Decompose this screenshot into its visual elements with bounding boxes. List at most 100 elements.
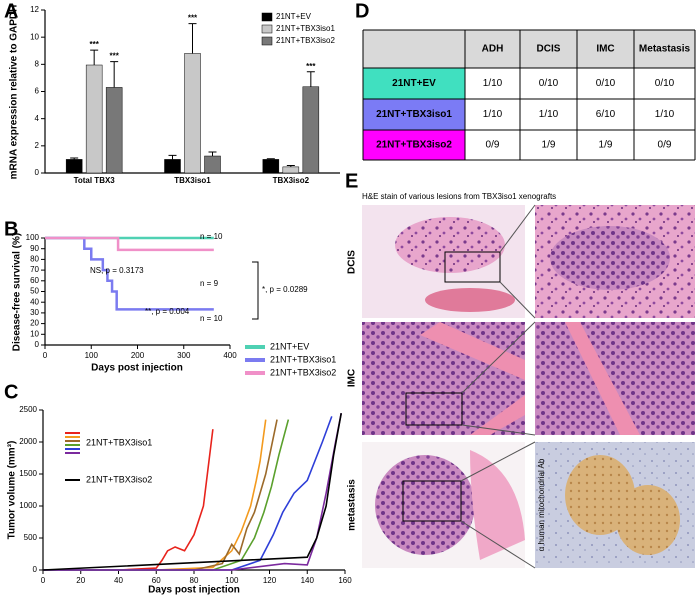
bar [302,86,320,174]
row-label: DCIS [347,250,358,274]
y-tick-label: 30 [30,308,39,317]
growth-line [42,413,343,571]
zoom-line [499,281,536,319]
y-tick-label: 6 [35,87,40,96]
bracket [252,261,259,320]
y-tick-label: 100 [26,233,40,242]
annotation: **, p = 0.004 [145,307,190,316]
table-cell: 1/10 [539,109,559,120]
bar [184,53,201,174]
row-label: metastasis [347,479,358,531]
survival-line [45,236,214,311]
table-cell: 0/9 [658,140,672,151]
legend-label: 21NT+EV [276,12,312,21]
row-label: 21NT+EV [392,78,436,89]
row-label: 21NT+TBX3iso2 [376,140,452,151]
growth-line [43,419,290,571]
y-axis-label: mRNA expression relative to GAPDH [9,5,20,180]
x-tick-label: 60 [152,576,161,585]
zoom-line [461,424,536,436]
table-cell: 0/9 [486,140,500,151]
x-tick-label: 200 [131,351,145,360]
annotation: *, p = 0.0289 [262,285,308,294]
table-cell: 0/10 [655,78,675,89]
annotation: NS, p = 0.3173 [90,266,144,275]
x-tick-label: 0 [41,576,46,585]
annotation: n = 9 [200,279,219,288]
bar [282,166,300,174]
x-tick-label: TBX3iso2 [273,176,310,185]
significance: *** [89,40,99,49]
table-cell: 6/10 [596,109,616,120]
legend-swatch [261,24,273,34]
y-tick-label: 10 [30,32,39,41]
x-tick-label: TBX3iso1 [174,176,211,185]
histology-images [362,204,695,569]
significance: *** [109,52,119,61]
error-bar [208,151,217,157]
significance: *** [306,62,316,71]
x-tick-label: 160 [338,576,352,585]
survival-line [45,236,214,252]
y-tick-label: 90 [30,244,39,253]
x-tick-label: Total TBX3 [74,176,116,185]
legend-label: 21NT+EV [270,341,309,351]
growth-line [43,419,267,571]
error-bar [306,71,315,87]
column-header: IMC [596,44,614,55]
row-label: IMC [347,369,358,387]
x-tick-label: 100 [85,351,99,360]
legend-label: 21NT+TBX3iso2 [86,474,152,484]
annotation: n = 10 [200,232,223,241]
y-tick-label: 50 [30,287,39,296]
caption: H&E stain of various lesions from TBX3is… [362,192,556,201]
legend-label: 21NT+TBX3iso1 [276,24,335,33]
bar [204,155,221,174]
y-axis-label: Disease-free survival (%) [12,233,23,351]
legend-label: 21NT+TBX3iso1 [86,437,152,447]
x-tick-label: 0 [43,351,48,360]
x-tick-label: 80 [190,576,199,585]
y-tick-label: 80 [30,255,39,264]
table-cell: 1/9 [542,140,556,151]
legend-swatch [245,345,265,349]
x-axis-label: Days post injection [148,585,240,596]
y-tick-label: 20 [30,319,39,328]
x-tick-label: 40 [114,576,123,585]
legend-label: 21NT+TBX3iso1 [270,354,336,364]
tissue [470,450,525,560]
y-tick-label: 2500 [19,405,37,414]
y-tick-label: 40 [30,297,39,306]
y-tick-label: 0 [35,340,40,349]
error-bar [110,61,119,88]
row-label-bg [363,130,465,160]
tissue [565,322,640,435]
row-label-bg [363,99,465,130]
zoom-line [461,321,536,394]
tissue [375,455,475,555]
row-label: 21NT+TBX3iso1 [376,109,452,120]
y-tick-label: 2000 [19,437,37,446]
x-axis-label: Days post injection [91,363,183,374]
legend-label: 21NT+TBX3iso2 [270,367,336,377]
bar [262,159,280,174]
legend-swatch [261,12,273,22]
legend-label: 21NT+TBX3iso2 [276,36,335,45]
bar [164,159,181,174]
table-cell: 1/9 [599,140,613,151]
error-bar [188,23,197,54]
y-tick-label: 1500 [19,469,37,478]
x-tick-label: 100 [225,576,239,585]
tissue [616,485,680,555]
x-tick-label: 300 [177,351,191,360]
y-tick-label: 12 [30,5,39,14]
x-tick-label: 140 [301,576,315,585]
error-bar [70,157,79,160]
zoom-box [402,480,462,522]
zoom-box [405,392,463,426]
x-tick-label: 120 [263,576,277,585]
y-tick-label: 0 [35,168,40,177]
axis-b [44,238,230,346]
bar [65,159,83,174]
bar [105,87,123,174]
